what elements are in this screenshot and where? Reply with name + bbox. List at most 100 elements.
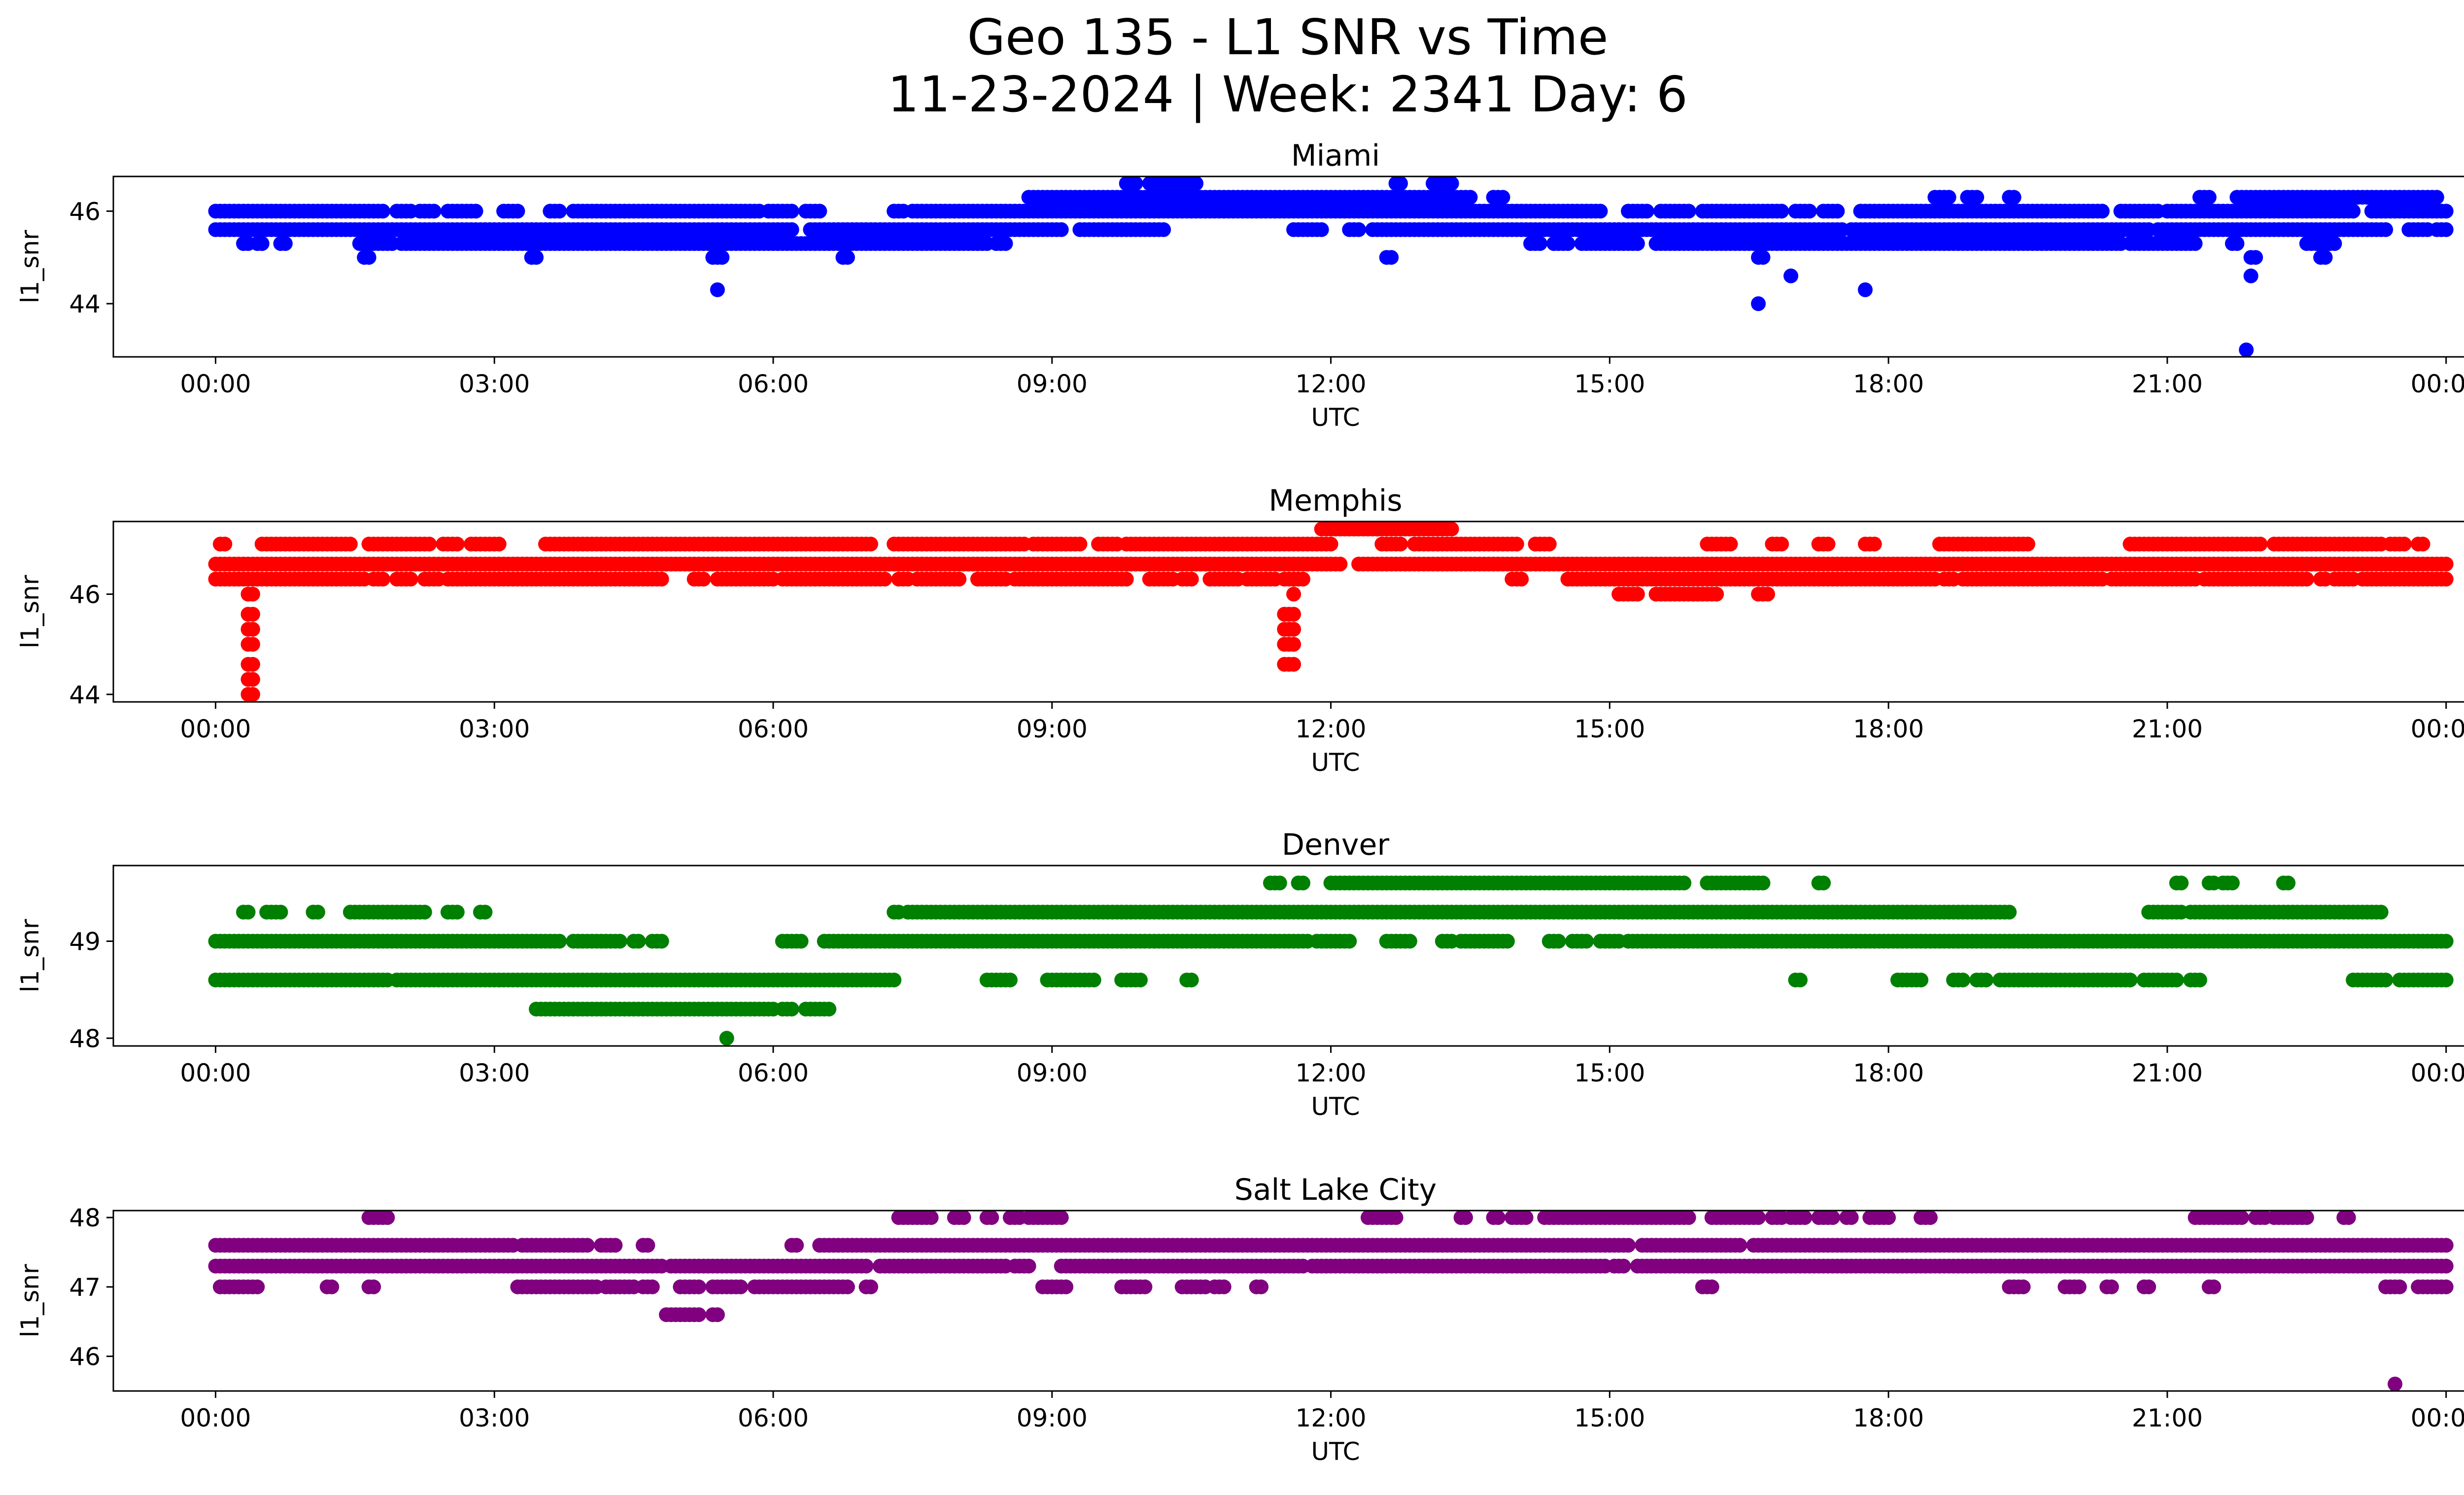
data-point: [1086, 973, 1101, 988]
data-point: [1323, 536, 1338, 552]
data-point: [1021, 1258, 1036, 1274]
data-point: [449, 904, 465, 920]
y-tick-label: 46: [69, 580, 101, 609]
data-point: [612, 934, 627, 949]
data-points-memphis: [208, 522, 2454, 702]
data-point: [552, 204, 567, 219]
data-point: [2192, 973, 2207, 988]
data-point: [784, 1002, 799, 1017]
data-point: [784, 204, 799, 219]
data-point: [1802, 204, 1817, 219]
data-point: [361, 250, 376, 265]
data-point: [1560, 236, 1575, 251]
data-point: [1054, 1211, 1069, 1225]
data-point: [2392, 1279, 2407, 1294]
x-tick-label: 21:00: [2132, 370, 2203, 398]
data-point: [1704, 1279, 1719, 1294]
data-point: [1709, 587, 1724, 602]
data-point: [529, 250, 544, 265]
x-tick-label: 06:00: [738, 370, 809, 398]
data-point: [2122, 973, 2138, 988]
data-point: [654, 934, 669, 949]
data-point: [1755, 250, 1771, 265]
data-point: [1393, 536, 1408, 552]
data-points-salt-lake-city: [208, 1211, 2454, 1391]
data-point: [1402, 934, 1417, 949]
y-axis-label-memphis: l1_snr: [16, 575, 44, 648]
data-point: [2327, 236, 2342, 251]
data-point: [1723, 536, 1738, 552]
x-axis-label-denver: UTC: [1311, 1092, 1360, 1121]
data-point: [2002, 904, 2017, 920]
data-point: [1793, 973, 1808, 988]
data-point: [2104, 1279, 2119, 1294]
x-tick-label: 03:00: [459, 1059, 530, 1087]
panel-title-miami: Miami: [1291, 139, 1380, 173]
data-point: [2438, 222, 2454, 237]
y-axis-label-denver: l1_snr: [16, 919, 44, 992]
data-point: [733, 1279, 748, 1294]
data-point: [1072, 536, 1088, 552]
data-point: [1156, 222, 1171, 237]
data-point: [1518, 1211, 1534, 1225]
data-point: [1184, 571, 1199, 587]
data-point: [1458, 1211, 1473, 1225]
data-point: [1541, 536, 1557, 552]
data-point: [1616, 1258, 1631, 1274]
data-point: [1342, 934, 1357, 949]
data-point: [478, 904, 493, 920]
data-point: [1393, 176, 1408, 191]
x-tick-label: 18:00: [1853, 715, 1924, 743]
data-point: [1816, 875, 1831, 891]
x-tick-label: 00:00: [2411, 715, 2464, 743]
data-point: [273, 904, 288, 920]
x-tick-label: 18:00: [1853, 370, 1924, 398]
x-tick-label: 00:00: [180, 715, 251, 743]
data-point: [2229, 236, 2245, 251]
data-point: [1774, 536, 1789, 552]
data-point: [1491, 1211, 1506, 1225]
data-point: [1463, 190, 1478, 205]
data-point: [1286, 607, 1301, 622]
data-point: [1797, 1211, 1813, 1225]
data-point: [1509, 536, 1524, 552]
data-point: [887, 973, 902, 988]
data-point: [1002, 973, 1018, 988]
data-point: [2071, 1279, 2087, 1294]
data-point: [2248, 250, 2263, 265]
data-point: [245, 657, 260, 672]
data-point: [2281, 875, 2296, 891]
data-point: [1286, 571, 1301, 587]
data-point: [277, 236, 293, 251]
data-point: [2224, 875, 2240, 891]
data-point: [2141, 1279, 2156, 1294]
x-tick-label: 12:00: [1296, 1059, 1367, 1087]
data-point: [2201, 190, 2217, 205]
data-point: [245, 607, 260, 622]
data-point: [1388, 1211, 1403, 1225]
x-tick-label: 09:00: [1017, 370, 1088, 398]
data-point: [1551, 934, 1566, 949]
data-point: [1639, 204, 1654, 219]
data-point: [789, 1238, 804, 1253]
x-tick-label: 00:00: [2411, 370, 2464, 398]
x-tick-label: 15:00: [1574, 715, 1645, 743]
data-point: [245, 587, 260, 602]
data-point: [719, 1031, 734, 1046]
x-tick-label: 00:00: [180, 370, 251, 398]
data-point: [654, 571, 669, 587]
data-point: [1881, 1211, 1896, 1225]
data-point: [2239, 342, 2254, 357]
data-point: [245, 672, 260, 687]
x-tick-label: 06:00: [738, 715, 809, 743]
data-point: [2373, 904, 2389, 920]
data-point: [1500, 934, 1515, 949]
y-tick-label: 46: [69, 197, 101, 226]
data-point: [1969, 190, 1985, 205]
data-point: [380, 1211, 395, 1225]
data-point: [2415, 536, 2430, 552]
data-point: [510, 204, 525, 219]
data-point: [1783, 268, 1799, 283]
data-point: [1867, 536, 1882, 552]
